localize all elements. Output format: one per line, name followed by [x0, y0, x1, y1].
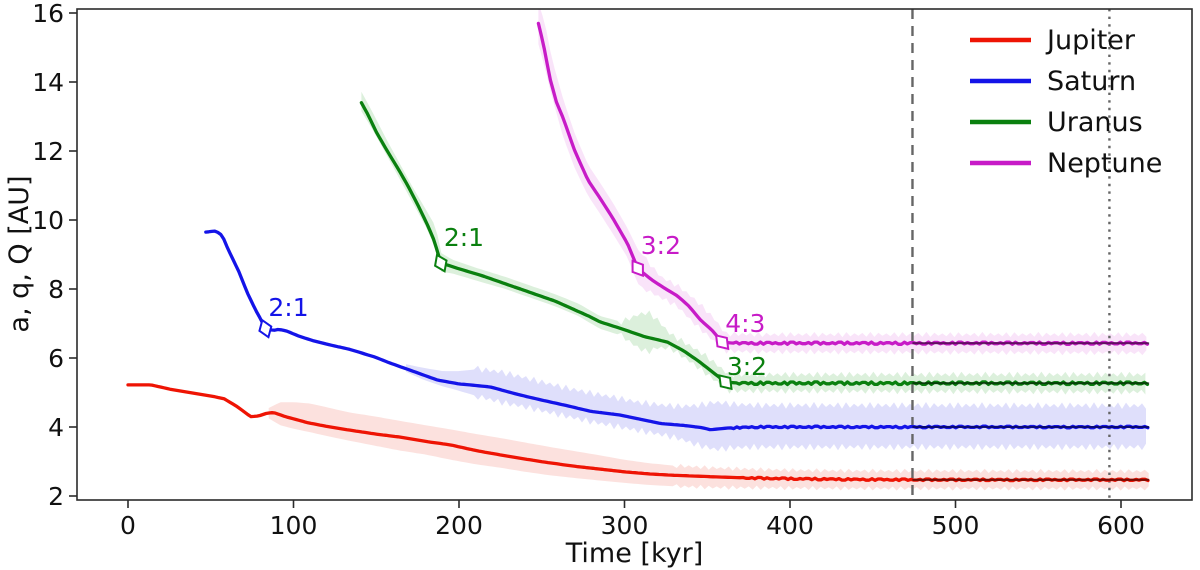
x-tick-label: 500: [932, 511, 980, 540]
resonance-marker-uranus-3-2: [718, 374, 733, 391]
y-axis-label: a, q, Q [AU]: [4, 175, 35, 332]
line-saturn: [204, 229, 1150, 432]
legend-label-jupiter: Jupiter: [1045, 25, 1136, 56]
y-tick-label: 12: [32, 137, 64, 166]
y-tick-label: 14: [32, 68, 64, 97]
resonance-label-uranus-3-2: 3:2: [727, 352, 767, 381]
axes-frame: [76, 8, 1193, 501]
legend: Jupiter Saturn Uranus Neptune: [970, 25, 1162, 179]
y-tick-label: 10: [32, 206, 64, 235]
x-axis-label: Time [kyr]: [565, 538, 703, 569]
legend-label-uranus: Uranus: [1047, 107, 1143, 138]
y-tick-label: 16: [32, 0, 64, 28]
x-tick-label: 400: [766, 511, 814, 540]
y-tick-label: 8: [48, 275, 64, 304]
y-tick-label: 4: [48, 413, 64, 442]
band-saturn: [406, 364, 1146, 452]
resonance-marker-saturn-2-1: [258, 318, 273, 339]
y-tick-label: 6: [48, 344, 64, 373]
x-tick-label: 300: [601, 511, 649, 540]
resonance-label-saturn-2-1: 2:1: [268, 293, 308, 322]
legend-label-neptune: Neptune: [1047, 148, 1162, 179]
x-tick-label: 600: [1097, 511, 1145, 540]
resonance-label-neptune-4-3: 4:3: [725, 309, 765, 338]
x-tick-label: 0: [120, 511, 136, 540]
legend-label-saturn: Saturn: [1047, 66, 1136, 97]
resonance-marker-uranus-2-1: [433, 253, 448, 273]
x-tick-label: 200: [435, 511, 483, 540]
y-tick-label: 2: [48, 482, 64, 511]
x-tick-label: 100: [270, 511, 318, 540]
resonance-label-uranus-2-1: 2:1: [444, 223, 484, 252]
resonance-marker-neptune-3-2: [631, 259, 644, 278]
resonance-marker-neptune-4-3: [714, 334, 730, 351]
resonance-label-neptune-3-2: 3:2: [641, 231, 681, 260]
plot-area: [126, 9, 1150, 500]
